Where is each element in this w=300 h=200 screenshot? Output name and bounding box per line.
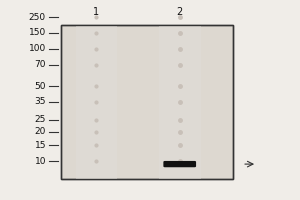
- Bar: [159, 25, 200, 179]
- Text: 1: 1: [93, 7, 100, 17]
- FancyBboxPatch shape: [164, 161, 196, 167]
- Text: 15: 15: [34, 141, 46, 150]
- Text: 70: 70: [34, 60, 46, 69]
- Text: 50: 50: [34, 82, 46, 91]
- Text: 35: 35: [34, 97, 46, 106]
- Bar: [76, 25, 117, 179]
- Bar: [61, 25, 233, 179]
- Text: 25: 25: [34, 115, 46, 124]
- Text: 20: 20: [34, 127, 46, 136]
- Text: 100: 100: [29, 44, 46, 53]
- Bar: [61, 25, 233, 179]
- Text: 10: 10: [34, 157, 46, 166]
- Text: 2: 2: [177, 7, 183, 17]
- Text: 250: 250: [29, 13, 46, 22]
- Text: 150: 150: [29, 28, 46, 37]
